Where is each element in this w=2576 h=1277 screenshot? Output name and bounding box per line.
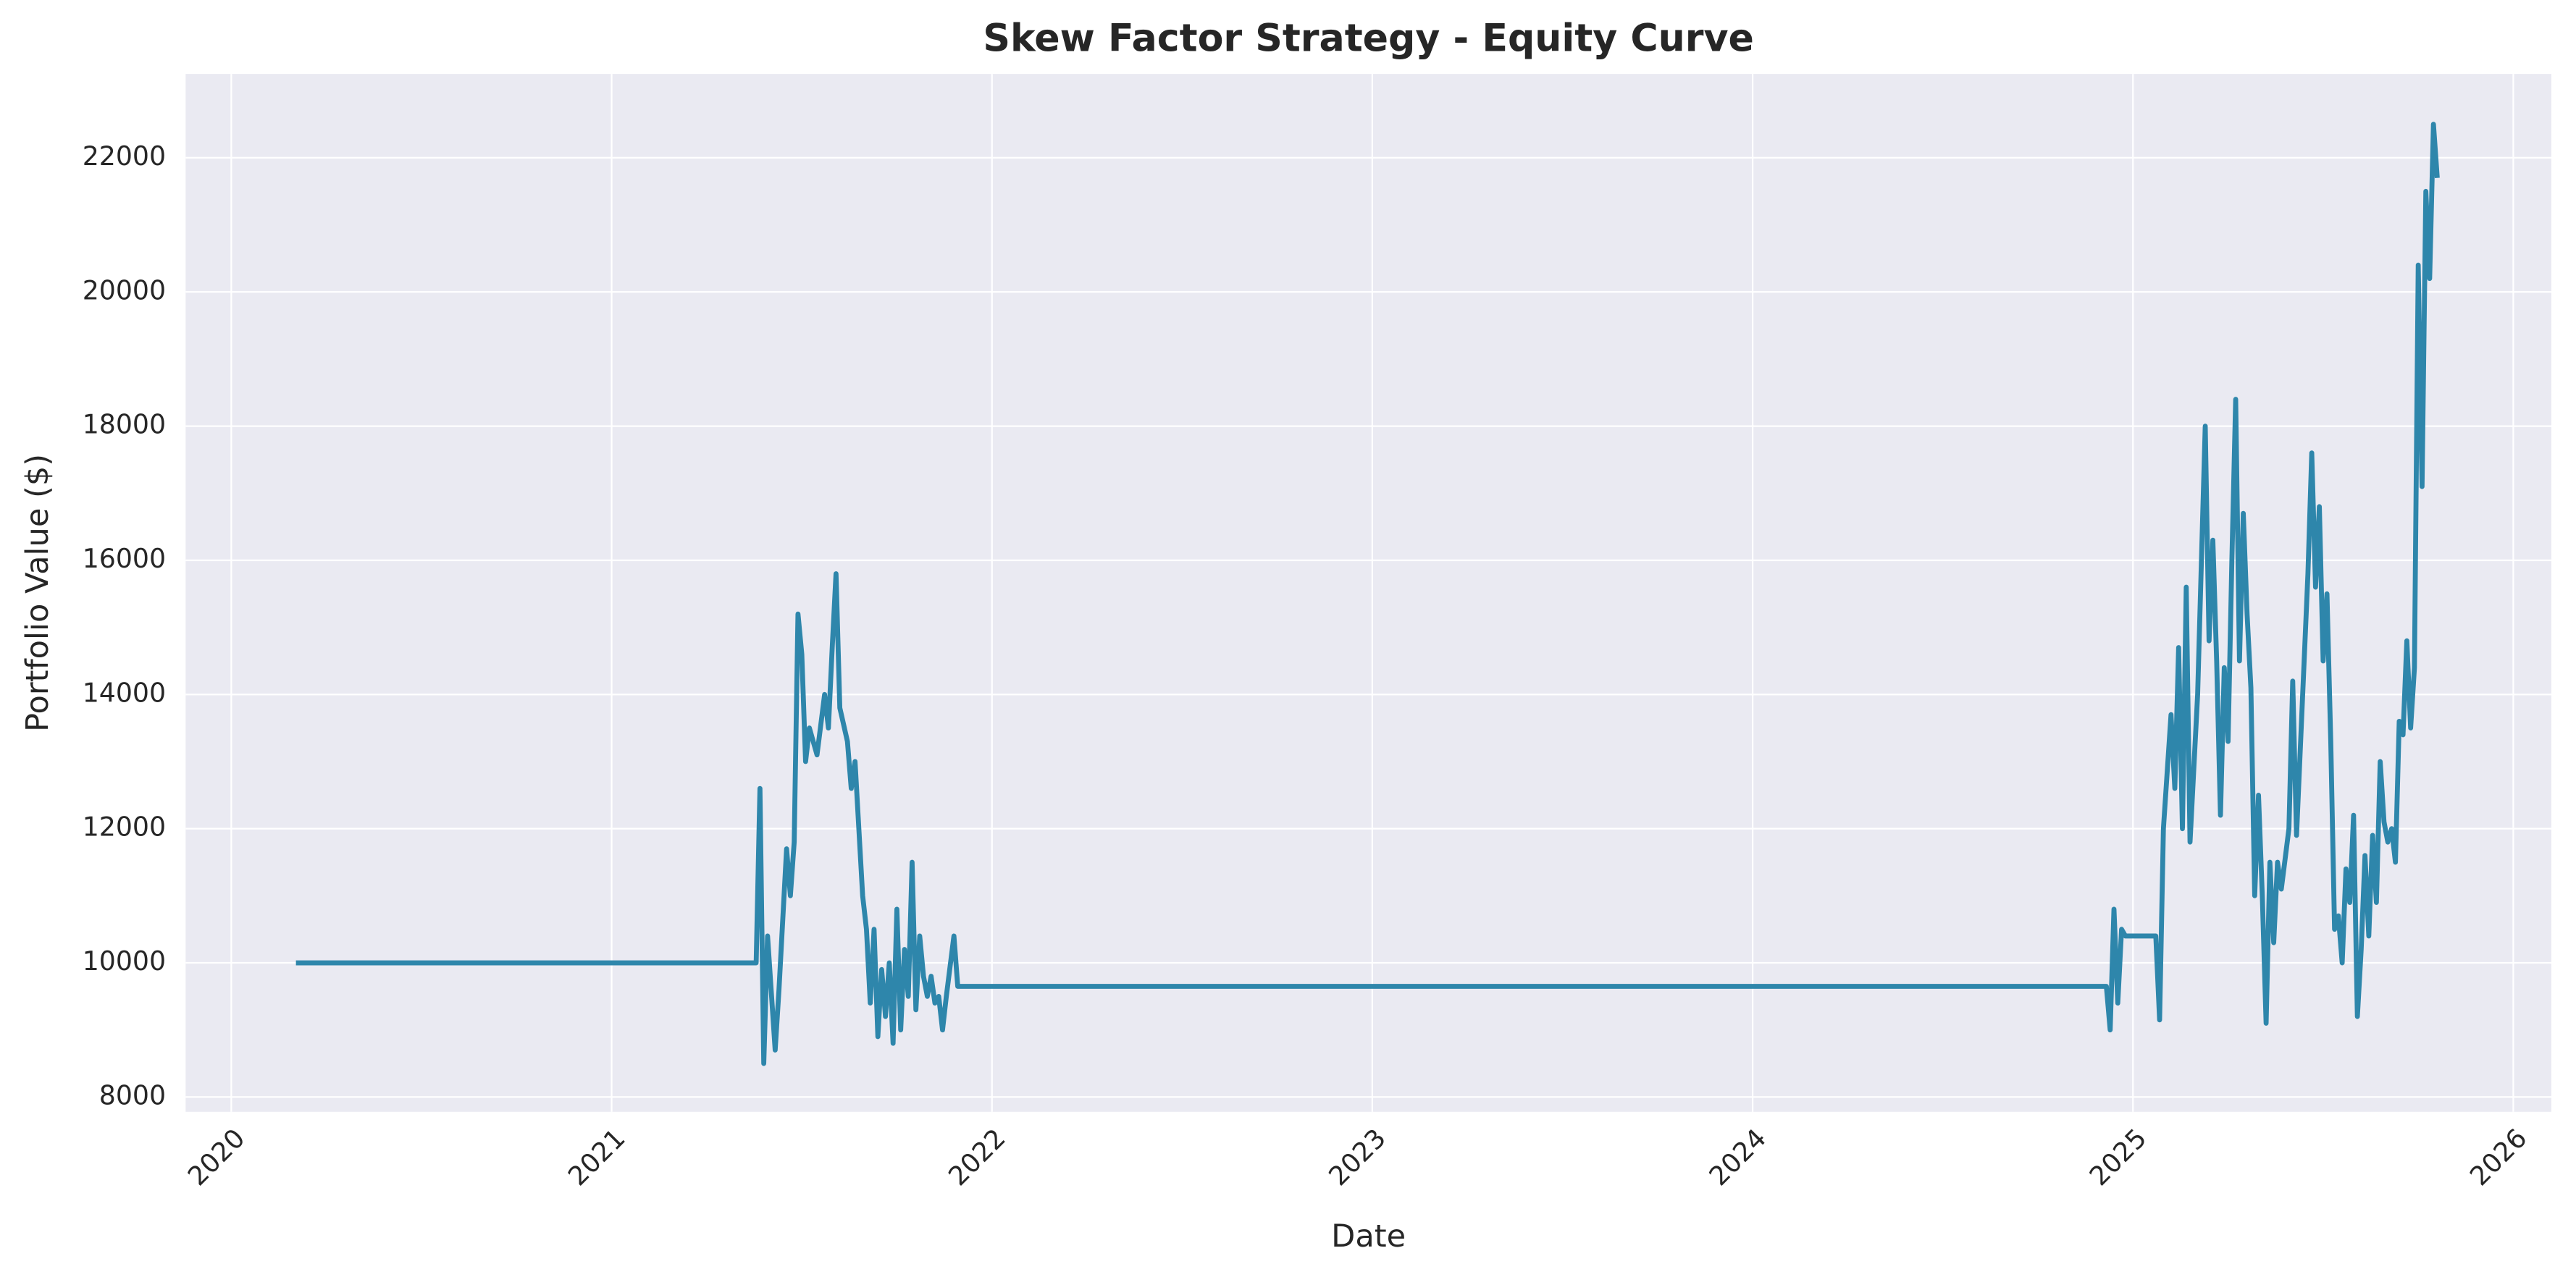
y-axis-label: Portfolio Value ($)	[20, 454, 56, 732]
equity-line	[295, 122, 2440, 1066]
x-tick-label: 2021	[562, 1123, 632, 1192]
chart-title: Skew Factor Strategy - Equity Curve	[983, 17, 1753, 61]
y-tick-label: 12000	[83, 812, 166, 843]
y-tick-label: 18000	[83, 409, 166, 440]
x-tick-label: 2025	[2084, 1123, 2153, 1192]
x-axis-label: Date	[1331, 1218, 1406, 1255]
y-tick-label: 14000	[83, 677, 166, 708]
x-tick-label: 2024	[1703, 1123, 1772, 1192]
y-tick-label: 22000	[83, 140, 166, 172]
plot-area	[185, 74, 2551, 1112]
x-tick-label: 2020	[182, 1123, 251, 1192]
x-tick-label: 2026	[2464, 1123, 2533, 1192]
y-tick-label: 8000	[99, 1079, 166, 1110]
y-tick-label: 20000	[83, 274, 166, 305]
x-tick-label: 2022	[942, 1123, 1012, 1192]
y-tick-label: 16000	[83, 543, 166, 574]
y-tick-label: 10000	[83, 945, 166, 977]
x-tick-label: 2023	[1322, 1123, 1392, 1192]
